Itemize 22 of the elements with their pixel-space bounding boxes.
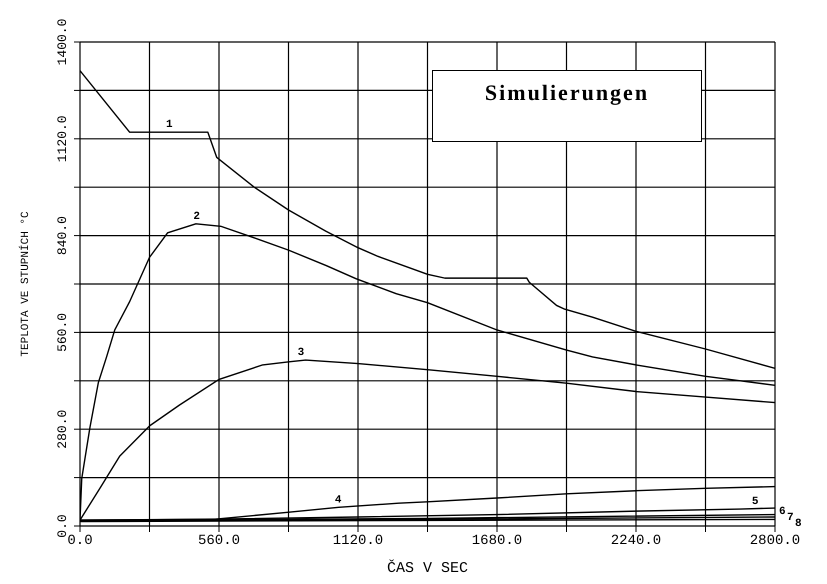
- x-tick-label: 0.0: [67, 532, 93, 549]
- annotation: 1: [166, 119, 174, 132]
- y-axis-title: TEPLOTA VE STUPNÍCH °C: [18, 210, 32, 357]
- annotation: 4: [334, 494, 342, 506]
- text: Simulierungen: [484, 80, 650, 105]
- annotation: 7: [787, 512, 794, 524]
- y-tick-label: 280.0: [55, 410, 70, 449]
- x-axis-title: ČAS V SEC: [386, 559, 468, 577]
- y-tick-label: 840.0: [55, 216, 70, 256]
- y-tick-label: 560.0: [55, 312, 70, 352]
- x-tick-label: 2800.0: [750, 532, 800, 549]
- annotation: 2: [193, 210, 200, 223]
- annotation: 8: [795, 518, 802, 530]
- y-tick-label: 1400.0: [55, 18, 70, 66]
- x-tick-label: 1120.0: [332, 532, 384, 549]
- y-tick-label: 1120.0: [55, 115, 70, 162]
- annotation: 6: [779, 506, 786, 518]
- annotation: 3: [298, 347, 305, 360]
- x-tick-label: 1680.0: [472, 532, 522, 549]
- x-tick-label: 2240.0: [610, 532, 662, 549]
- x-tick-label: 560.0: [198, 532, 240, 549]
- annotation: 5: [752, 496, 759, 508]
